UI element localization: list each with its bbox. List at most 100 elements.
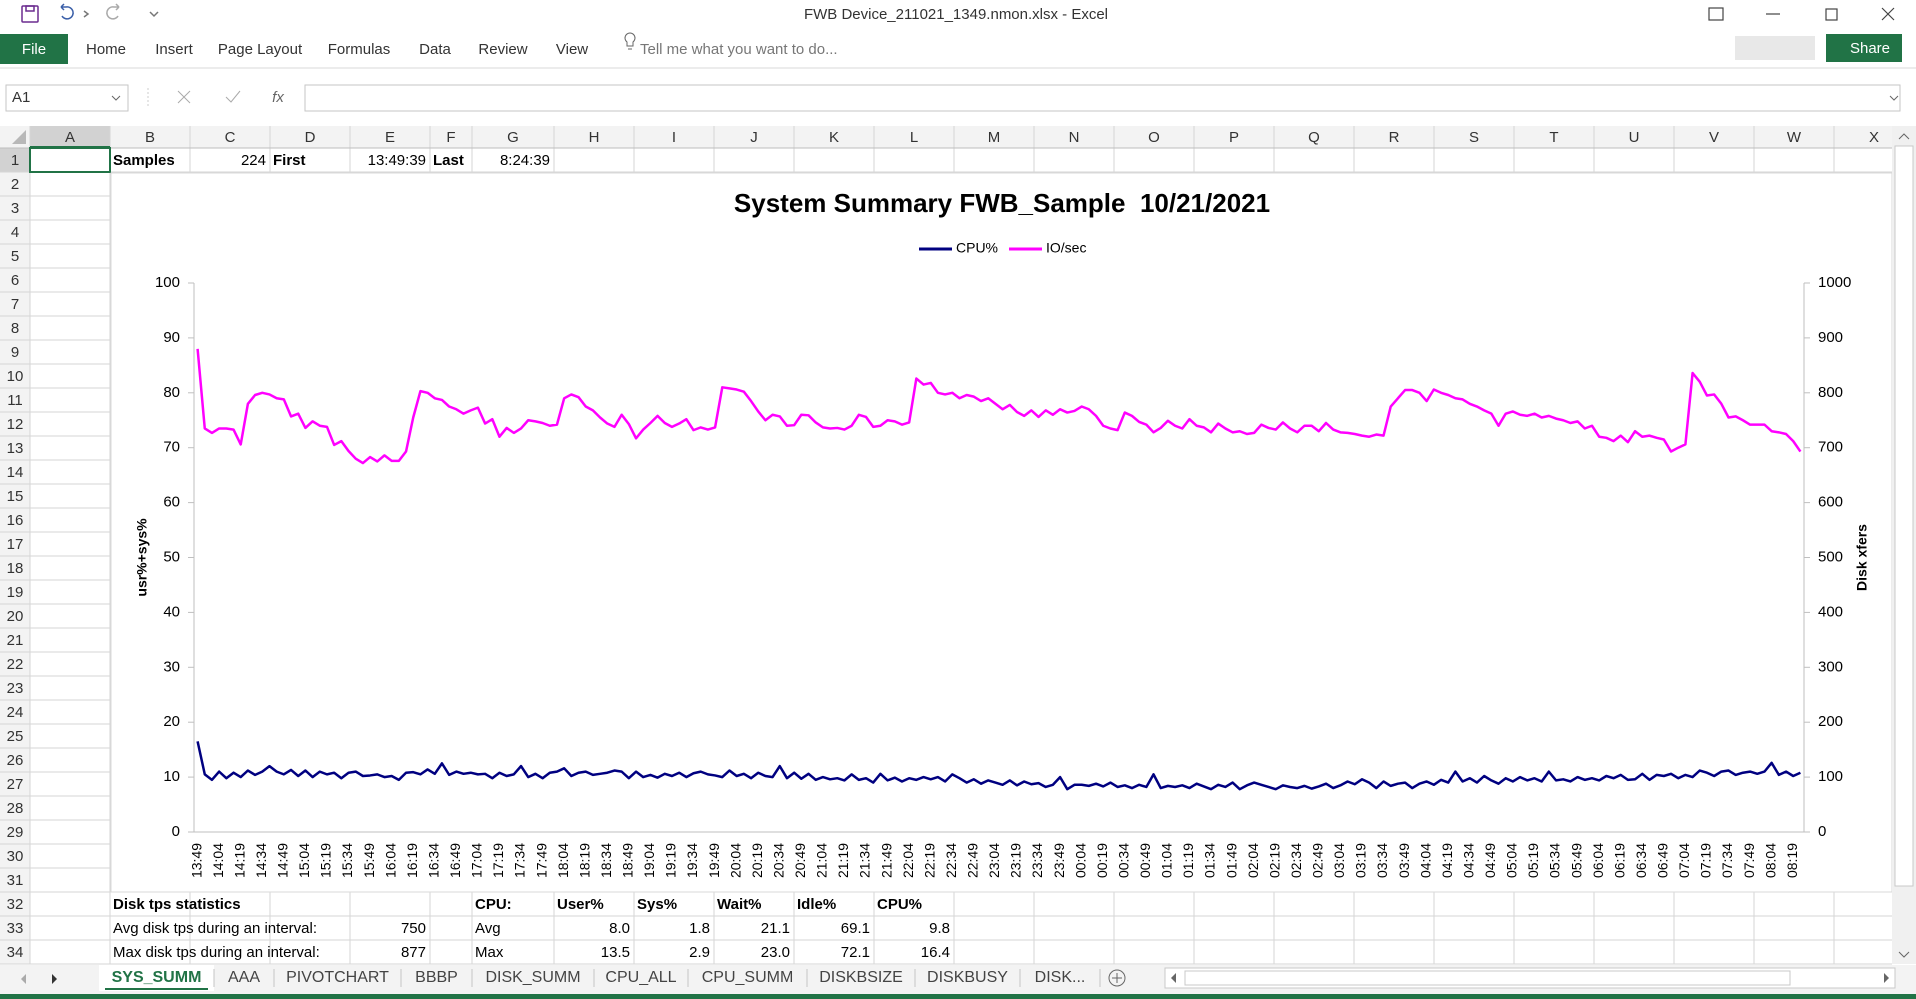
- ribbon-tab[interactable]: Review: [478, 41, 527, 58]
- h-scroll-left[interactable]: [1171, 973, 1176, 983]
- v-scroll-down[interactable]: [1898, 951, 1910, 958]
- row-header[interactable]: 19: [7, 584, 24, 601]
- column-header[interactable]: C: [225, 129, 236, 146]
- cell-text[interactable]: 69.1: [841, 920, 870, 937]
- file-tab[interactable]: File: [22, 41, 46, 58]
- row-header[interactable]: 10: [7, 368, 24, 385]
- row-header[interactable]: 15: [7, 488, 24, 505]
- row-header[interactable]: 5: [11, 248, 19, 265]
- column-header[interactable]: W: [1787, 129, 1802, 146]
- cell-text[interactable]: 224: [241, 152, 266, 169]
- cell-text[interactable]: 13.5: [601, 944, 630, 961]
- redo-icon[interactable]: [106, 3, 120, 20]
- row-header[interactable]: 22: [7, 656, 24, 673]
- column-header[interactable]: D: [305, 129, 316, 146]
- row-header[interactable]: 4: [11, 224, 19, 241]
- row-header[interactable]: 29: [7, 824, 24, 841]
- row-header[interactable]: 25: [7, 728, 24, 745]
- row-header[interactable]: 6: [11, 272, 19, 289]
- column-header[interactable]: Q: [1308, 129, 1320, 146]
- cell-text[interactable]: Samples: [113, 152, 175, 169]
- row-header[interactable]: 11: [7, 392, 23, 409]
- column-header[interactable]: P: [1229, 129, 1239, 146]
- cell-text[interactable]: Last: [433, 152, 464, 169]
- tell-me[interactable]: Tell me what you want to do...: [640, 41, 838, 58]
- row-header[interactable]: 2: [11, 176, 19, 193]
- ribbon-tab[interactable]: Data: [419, 41, 451, 58]
- close-button[interactable]: [1881, 7, 1895, 21]
- sheet-tab[interactable]: SYS_SUMM: [112, 969, 202, 986]
- row-header[interactable]: 8: [11, 320, 19, 337]
- row-header[interactable]: 3: [11, 200, 19, 217]
- cell-text[interactable]: 72.1: [841, 944, 870, 961]
- column-header[interactable]: V: [1709, 129, 1719, 146]
- row-header[interactable]: 32: [7, 896, 24, 913]
- column-header[interactable]: U: [1629, 129, 1640, 146]
- row-header[interactable]: 34: [7, 944, 24, 961]
- cell-text[interactable]: 13:49:39: [368, 152, 426, 169]
- ribbon-tab[interactable]: Insert: [155, 41, 193, 58]
- sheet-tab[interactable]: CPU_SUMM: [702, 969, 794, 986]
- column-header[interactable]: A: [65, 129, 75, 146]
- row-header[interactable]: 9: [11, 344, 19, 361]
- cell-text[interactable]: 750: [401, 920, 426, 937]
- column-header[interactable]: B: [145, 129, 155, 146]
- column-header[interactable]: T: [1549, 129, 1558, 146]
- column-header[interactable]: M: [988, 129, 1001, 146]
- cancel-icon[interactable]: [177, 90, 191, 104]
- v-scroll-thumb[interactable]: [1894, 145, 1914, 887]
- cell-text[interactable]: 8.0: [609, 920, 630, 937]
- row-header[interactable]: 30: [7, 848, 24, 865]
- row-header[interactable]: 12: [7, 416, 24, 433]
- restore-button[interactable]: [1825, 8, 1838, 21]
- cell-text[interactable]: Max disk tps during an interval:: [113, 944, 320, 961]
- enter-icon[interactable]: [225, 90, 241, 103]
- row-header[interactable]: 24: [7, 704, 24, 721]
- column-header[interactable]: E: [385, 129, 395, 146]
- row-header[interactable]: 17: [7, 536, 24, 553]
- row-header[interactable]: 1: [11, 152, 19, 169]
- row-header[interactable]: 26: [7, 752, 24, 769]
- column-header[interactable]: H: [589, 129, 600, 146]
- ribbon-display-button[interactable]: [1708, 7, 1724, 21]
- cell-text[interactable]: 23.0: [761, 944, 790, 961]
- cell-text[interactable]: Max: [475, 944, 504, 961]
- sheet-tab[interactable]: DISKBSIZE: [819, 969, 903, 986]
- sheet-tab[interactable]: DISK...: [1035, 969, 1086, 986]
- cell-text[interactable]: 1.8: [689, 920, 710, 937]
- cell-text[interactable]: User%: [557, 896, 604, 913]
- cell-text[interactable]: 8:24:39: [500, 152, 550, 169]
- cell-text[interactable]: 877: [401, 944, 426, 961]
- v-scroll-up[interactable]: [1898, 133, 1910, 140]
- sheet-tab[interactable]: DISK_SUMM: [485, 969, 580, 986]
- select-all[interactable]: [12, 130, 26, 144]
- row-header[interactable]: 21: [7, 632, 24, 649]
- row-header[interactable]: 13: [7, 440, 24, 457]
- file-tab-bg[interactable]: [0, 34, 68, 64]
- column-header[interactable]: G: [507, 129, 519, 146]
- tab-nav-prev[interactable]: [21, 974, 26, 984]
- h-scroll-right[interactable]: [1884, 973, 1889, 983]
- formula-expand[interactable]: [1889, 95, 1899, 101]
- h-scroll-thumb[interactable]: [1184, 970, 1791, 986]
- row-header[interactable]: 20: [7, 608, 24, 625]
- cell-text[interactable]: First: [273, 152, 306, 169]
- sheet-tab[interactable]: BBBP: [415, 969, 458, 986]
- cell-text[interactable]: Disk tps statistics: [113, 896, 241, 913]
- column-header[interactable]: K: [829, 129, 839, 146]
- cell-text[interactable]: Sys%: [637, 896, 677, 913]
- active-sheet-tab[interactable]: [99, 965, 214, 991]
- name-box-dropdown[interactable]: [111, 95, 121, 101]
- row-header[interactable]: 18: [7, 560, 24, 577]
- column-header[interactable]: F: [446, 129, 455, 146]
- row-header[interactable]: 33: [7, 920, 24, 937]
- cell-text[interactable]: CPU%: [877, 896, 922, 913]
- customize-icon[interactable]: [149, 11, 159, 18]
- sheet-tab[interactable]: CPU_ALL: [605, 969, 676, 986]
- share-label[interactable]: Share: [1850, 40, 1890, 57]
- ribbon-tab[interactable]: Formulas: [328, 41, 391, 58]
- sheet-tab[interactable]: DISKBUSY: [927, 969, 1008, 986]
- column-header[interactable]: L: [910, 129, 918, 146]
- column-header[interactable]: R: [1389, 129, 1400, 146]
- cell-text[interactable]: Avg disk tps during an interval:: [113, 920, 317, 937]
